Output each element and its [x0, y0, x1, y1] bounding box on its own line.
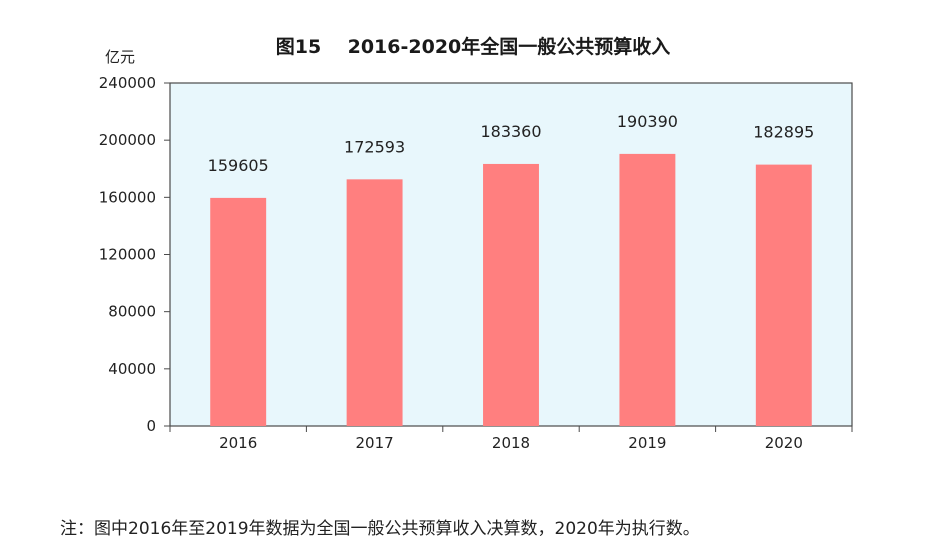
x-tick-label-2020: 2020: [765, 434, 803, 452]
y-tick-label: 40000: [108, 360, 156, 378]
x-axis: 2016 2017 2018 2019 2020: [169, 426, 853, 452]
bars: [210, 153, 812, 427]
bar-2018: [483, 163, 539, 426]
y-tick-label: 0: [146, 417, 156, 435]
x-tick-label-2018: 2018: [492, 434, 530, 452]
value-label-2016: 159605: [208, 156, 269, 175]
chart-title: 图15 2016-2020年全国一般公共预算收入: [275, 36, 671, 58]
footnote: 注：图中2016年至2019年数据为全国一般公共预算收入决算数，2020年为执行…: [60, 519, 700, 539]
y-tick-label: 200000: [99, 131, 156, 149]
x-tick-label-2017: 2017: [356, 434, 394, 452]
bar-2019: [619, 153, 676, 427]
y-tick-label: 120000: [99, 246, 156, 264]
bar-2017: [346, 179, 403, 426]
x-tick-label-2016: 2016: [219, 434, 257, 452]
value-label-2020: 182895: [753, 123, 814, 142]
value-label-2019: 190390: [617, 112, 678, 131]
value-label-2017: 172593: [344, 137, 405, 156]
y-tick-label: 240000: [99, 74, 156, 92]
x-tick-label-2019: 2019: [628, 434, 666, 452]
y-tick-label: 160000: [99, 188, 156, 206]
bar-2020: [755, 164, 812, 427]
y-tick-label: 80000: [108, 303, 156, 321]
y-axis-unit-label: 亿元: [105, 48, 135, 66]
y-axis: 亿元 0 40000 80000 120000 160000 200000 240000: [99, 48, 170, 435]
bar-chart: 159605 172593 183360 190390 182895 亿元 0 40000 8…: [99, 48, 853, 452]
value-labels: 159605 172593 183360 190390 182895: [208, 112, 815, 175]
bar-2016: [210, 197, 267, 426]
value-label-2018: 183360: [480, 122, 541, 141]
